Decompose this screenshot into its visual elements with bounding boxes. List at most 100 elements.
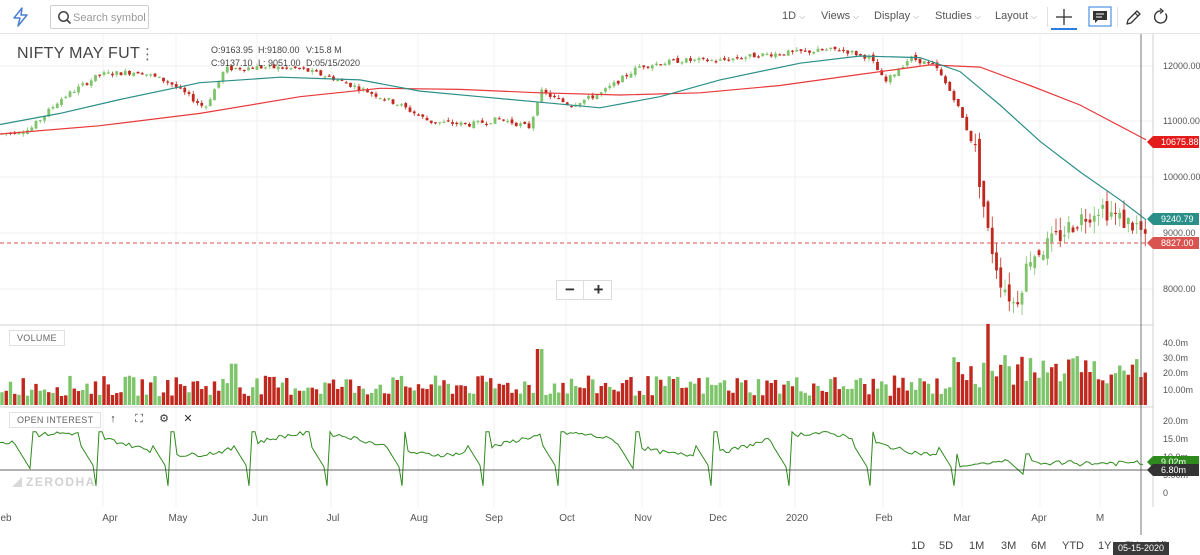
volume-bar <box>416 384 421 405</box>
candle-body <box>876 61 879 71</box>
time-axis-label: Jul <box>327 513 340 524</box>
symbol-menu-icon[interactable]: ⋮ <box>140 46 155 63</box>
volume-bar <box>395 379 399 405</box>
volume-bar <box>578 387 582 405</box>
volume-bar <box>442 380 446 405</box>
annotation-button[interactable] <box>1087 4 1113 30</box>
price-chart[interactable]: 12000.00 11000.00 10000.00 9000.00 8000.00 40… <box>0 34 1200 535</box>
range-button-3m[interactable]: 3M <box>1001 540 1017 552</box>
candle-body <box>404 103 408 108</box>
volume-bar <box>846 389 850 405</box>
volume-bar <box>841 386 846 405</box>
candle-body <box>927 62 930 64</box>
candle-body <box>187 92 191 94</box>
candle-body <box>1118 212 1122 219</box>
range-button-ytd[interactable]: YTD <box>1062 540 1084 552</box>
volume-bar <box>319 393 323 405</box>
candle-body <box>901 66 905 69</box>
search-input[interactable] <box>73 9 147 26</box>
views-menu[interactable]: Views ⌵ <box>821 10 859 22</box>
layout-label: Layout <box>995 10 1029 22</box>
candle-body <box>400 104 403 106</box>
draw-button[interactable] <box>1120 4 1146 30</box>
candle-body <box>72 91 76 94</box>
volume-bar <box>238 387 242 405</box>
volume-bar <box>149 382 153 405</box>
candle-body <box>1109 212 1113 217</box>
volume-bar <box>901 377 905 405</box>
volume-bar <box>30 389 34 405</box>
volume-bar <box>429 384 433 405</box>
candle-body <box>582 99 586 104</box>
volume-bar <box>574 386 578 405</box>
zoom-in-button[interactable]: + <box>593 280 604 299</box>
volume-bar <box>718 382 722 405</box>
candle-body <box>531 116 535 129</box>
interval-menu[interactable]: 1D ⌵ <box>782 10 805 22</box>
move-up-icon[interactable]: ↑ <box>110 413 116 425</box>
candle-body <box>1122 209 1126 228</box>
candle-body <box>425 117 429 121</box>
volume-bar <box>807 395 812 405</box>
candle-body <box>183 87 187 93</box>
candle-body <box>493 117 497 124</box>
volume-bar <box>204 386 208 405</box>
volume-bar <box>684 387 688 405</box>
volume-bar <box>221 378 225 405</box>
candle-body <box>1105 201 1109 221</box>
candle-body <box>485 123 488 126</box>
maximize-icon[interactable]: ⛶ <box>135 413 143 425</box>
candle-body <box>242 69 246 72</box>
oi-axis-label: 20.0m <box>1163 416 1188 426</box>
candle-body <box>1024 263 1028 292</box>
candle-body <box>863 54 867 59</box>
candle-body <box>689 58 692 61</box>
crosshair-button[interactable] <box>1051 4 1077 30</box>
candle-body <box>60 98 63 105</box>
range-button-1d[interactable]: 1D <box>911 540 926 552</box>
studies-menu[interactable]: Studies ⌵ <box>935 10 981 22</box>
settings-gear-icon[interactable]: ⚙ <box>159 413 169 425</box>
candle-body <box>757 56 760 58</box>
volume-bar <box>748 392 752 405</box>
volume-bar <box>501 384 506 405</box>
volume-bar <box>132 377 136 405</box>
search-box[interactable] <box>50 5 149 29</box>
zoom-out-button[interactable]: − <box>557 281 584 299</box>
reset-button[interactable] <box>1148 4 1174 30</box>
time-axis-label: Nov <box>634 513 652 524</box>
close-icon[interactable]: ✕ <box>183 413 193 425</box>
volume-bar <box>518 393 523 405</box>
volume-bar <box>761 395 765 405</box>
range-button-5d[interactable]: 5D <box>939 540 954 552</box>
candle-body <box>208 99 212 107</box>
volume-bar <box>875 388 880 405</box>
display-menu[interactable]: Display ⌵ <box>874 10 919 22</box>
range-button-6m[interactable]: 6M <box>1031 540 1047 552</box>
interval-label: 1D <box>782 10 797 22</box>
volume-axis-label: 20.0m <box>1163 368 1188 378</box>
volume-bar <box>1143 372 1147 405</box>
volume-bar <box>25 395 30 405</box>
range-button-1y[interactable]: 1Y <box>1098 540 1112 552</box>
volume-bar <box>272 376 276 405</box>
volume-bar <box>1071 358 1075 405</box>
candle-body <box>1063 235 1066 237</box>
layout-menu[interactable]: Layout ⌵ <box>995 10 1037 22</box>
candle-body <box>455 122 459 125</box>
volume-bar <box>200 389 204 405</box>
candle-body <box>723 58 726 60</box>
time-axis-label: Oct <box>559 513 575 524</box>
candle-body <box>939 69 943 76</box>
volume-bar <box>242 393 246 405</box>
volume-bar <box>824 391 829 405</box>
volume-bar <box>374 388 378 405</box>
range-button-1m[interactable]: 1M <box>969 540 985 552</box>
candle-body <box>221 71 225 82</box>
volume-bar <box>357 386 361 405</box>
volume-bar <box>544 394 548 405</box>
volume-bar <box>535 348 540 405</box>
lightning-logo-icon[interactable] <box>10 7 32 27</box>
candle-body <box>21 132 25 135</box>
volume-bar <box>795 377 799 405</box>
